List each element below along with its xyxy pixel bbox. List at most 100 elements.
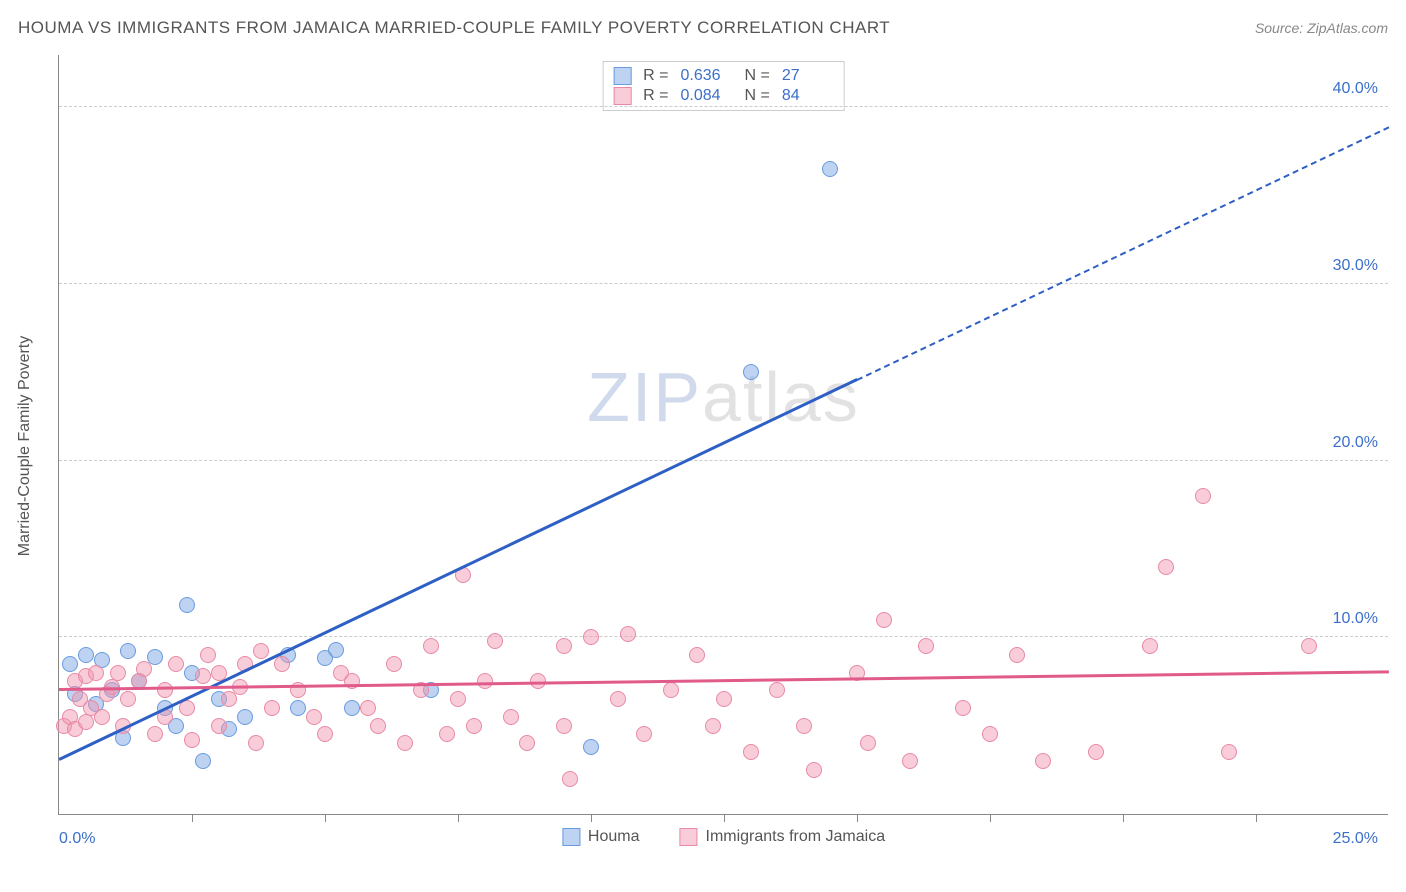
gridline <box>59 636 1388 637</box>
scatter-chart: ZIPatlas R = 0.636 N = 27 R = 0.084 N = … <box>58 55 1388 815</box>
jamaica-n-value: 84 <box>782 87 834 105</box>
jamaica-point <box>902 753 918 769</box>
jamaica-point <box>955 700 971 716</box>
jamaica-point <box>423 638 439 654</box>
x-tick-mark <box>990 814 991 822</box>
jamaica-swatch <box>613 87 631 105</box>
jamaica-point <box>450 691 466 707</box>
jamaica-point <box>195 668 211 684</box>
houma-r-value: 0.636 <box>681 67 733 85</box>
jamaica-point <box>1221 744 1237 760</box>
gridline <box>59 460 1388 461</box>
n-label: N = <box>745 67 770 85</box>
jamaica-point <box>689 647 705 663</box>
jamaica-point <box>184 732 200 748</box>
houma-n-value: 27 <box>782 67 834 85</box>
houma-point <box>344 700 360 716</box>
r-label: R = <box>643 67 668 85</box>
y-tick-label: 10.0% <box>1333 610 1378 628</box>
x-tick-mark <box>192 814 193 822</box>
jamaica-point <box>562 771 578 787</box>
jamaica-point <box>982 726 998 742</box>
legend-row-houma: R = 0.636 N = 27 <box>613 66 834 86</box>
houma-legend-label: Houma <box>588 828 640 846</box>
jamaica-point <box>306 709 322 725</box>
houma-point <box>195 753 211 769</box>
jamaica-point <box>860 735 876 751</box>
y-tick-label: 30.0% <box>1333 257 1378 275</box>
jamaica-point <box>716 691 732 707</box>
gridline <box>59 106 1388 107</box>
jamaica-point <box>264 700 280 716</box>
jamaica-point <box>168 656 184 672</box>
jamaica-point <box>519 735 535 751</box>
jamaica-point <box>556 718 572 734</box>
jamaica-point <box>705 718 721 734</box>
legend-item-houma: Houma <box>562 828 640 846</box>
jamaica-point <box>876 612 892 628</box>
jamaica-point <box>620 626 636 642</box>
series-legend: Houma Immigrants from Jamaica <box>562 828 885 846</box>
n-label: N = <box>745 87 770 105</box>
houma-point <box>62 656 78 672</box>
jamaica-point <box>439 726 455 742</box>
legend-item-jamaica: Immigrants from Jamaica <box>679 828 885 846</box>
jamaica-point <box>503 709 519 725</box>
houma-point <box>120 643 136 659</box>
jamaica-point <box>1009 647 1025 663</box>
houma-point <box>328 642 344 658</box>
jamaica-point <box>344 673 360 689</box>
jamaica-point <box>487 633 503 649</box>
jamaica-point <box>796 718 812 734</box>
jamaica-point <box>1142 638 1158 654</box>
jamaica-point <box>253 643 269 659</box>
trend-line-extrapolated <box>857 126 1390 381</box>
jamaica-point <box>769 682 785 698</box>
x-axis-max-label: 25.0% <box>1333 830 1378 848</box>
jamaica-point <box>386 656 402 672</box>
trend-line <box>59 670 1389 690</box>
houma-point <box>179 597 195 613</box>
jamaica-point <box>88 665 104 681</box>
x-tick-mark <box>724 814 725 822</box>
x-tick-mark <box>325 814 326 822</box>
x-tick-mark <box>857 814 858 822</box>
jamaica-point <box>317 726 333 742</box>
jamaica-point <box>806 762 822 778</box>
jamaica-swatch-icon <box>679 828 697 846</box>
jamaica-point <box>583 629 599 645</box>
legend-row-jamaica: R = 0.084 N = 84 <box>613 86 834 106</box>
watermark-part1: ZIP <box>587 358 702 436</box>
houma-point <box>822 161 838 177</box>
houma-point <box>583 739 599 755</box>
jamaica-point <box>274 656 290 672</box>
jamaica-point <box>636 726 652 742</box>
jamaica-point <box>147 726 163 742</box>
jamaica-point <box>248 735 264 751</box>
correlation-legend: R = 0.636 N = 27 R = 0.084 N = 84 <box>602 61 845 111</box>
houma-swatch-icon <box>562 828 580 846</box>
jamaica-point <box>120 691 136 707</box>
r-label: R = <box>643 87 668 105</box>
jamaica-legend-label: Immigrants from Jamaica <box>705 828 885 846</box>
houma-swatch <box>613 67 631 85</box>
jamaica-point <box>663 682 679 698</box>
chart-header: HOUMA VS IMMIGRANTS FROM JAMAICA MARRIED… <box>18 18 1388 38</box>
jamaica-point <box>1301 638 1317 654</box>
x-tick-mark <box>591 814 592 822</box>
houma-point <box>237 709 253 725</box>
houma-point <box>743 364 759 380</box>
houma-point <box>78 647 94 663</box>
jamaica-point <box>743 744 759 760</box>
jamaica-r-value: 0.084 <box>681 87 733 105</box>
chart-title: HOUMA VS IMMIGRANTS FROM JAMAICA MARRIED… <box>18 18 890 38</box>
watermark-part2: atlas <box>702 358 860 436</box>
y-axis-title: Married-Couple Family Poverty <box>16 336 34 557</box>
x-axis-min-label: 0.0% <box>59 830 95 848</box>
jamaica-point <box>136 661 152 677</box>
x-tick-mark <box>1123 814 1124 822</box>
jamaica-point <box>466 718 482 734</box>
gridline <box>59 283 1388 284</box>
jamaica-point <box>370 718 386 734</box>
jamaica-point <box>200 647 216 663</box>
